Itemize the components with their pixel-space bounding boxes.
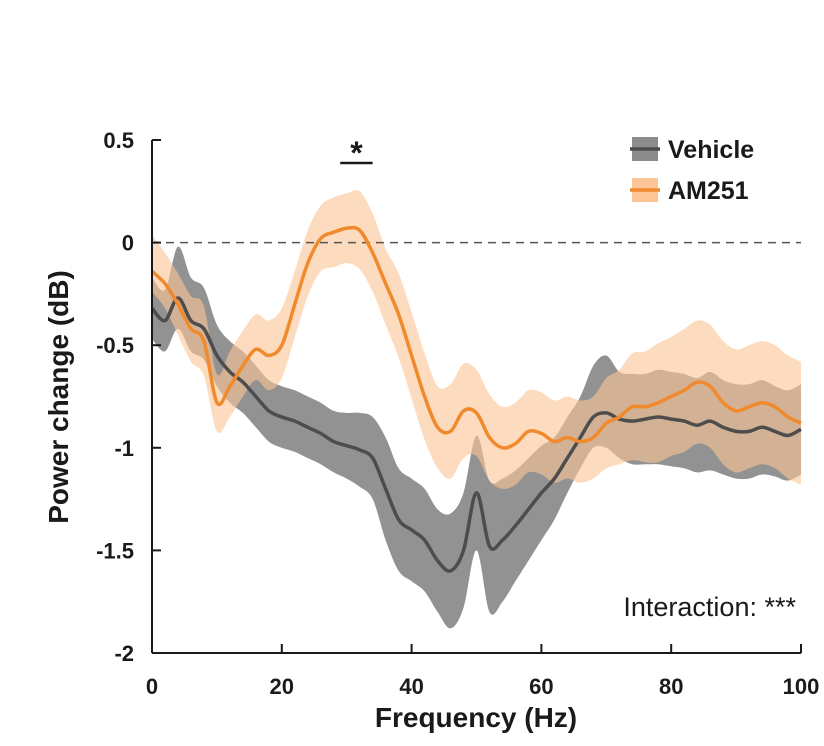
x-ticks: 0 20 40 60 80 100	[146, 644, 819, 699]
x-tick-label: 0	[146, 674, 158, 699]
y-tick-label: -2	[114, 641, 134, 666]
x-tick-label: 20	[270, 674, 294, 699]
mean-lines	[150, 225, 802, 573]
series-line-vehicle	[150, 296, 802, 573]
x-tick-label: 80	[659, 674, 683, 699]
legend-label-vehicle: Vehicle	[668, 136, 754, 164]
series-line-am251	[150, 225, 802, 450]
y-tick-label: 0	[122, 231, 134, 256]
x-axis-title: Frequency (Hz)	[375, 702, 577, 733]
y-ticks: 0.5 0 -0.5 -1 -1.5 -2	[96, 128, 161, 666]
x-tick-label: 40	[399, 674, 423, 699]
legend-label-am251: AM251	[668, 177, 749, 205]
interaction-annotation: Interaction: ***	[623, 592, 796, 622]
y-tick-label: 0.5	[103, 128, 134, 153]
y-tick-label: -1	[114, 436, 134, 461]
band-am251	[152, 190, 801, 489]
significance-star: *	[350, 135, 363, 171]
y-tick-label: -1.5	[96, 538, 134, 563]
y-axis-title: Power change (dB)	[43, 270, 74, 524]
confidence-bands	[152, 190, 801, 629]
legend: Vehicle AM251	[630, 136, 754, 205]
x-tick-label: 60	[529, 674, 553, 699]
x-tick-label: 100	[783, 674, 820, 699]
y-tick-label: -0.5	[96, 333, 134, 358]
